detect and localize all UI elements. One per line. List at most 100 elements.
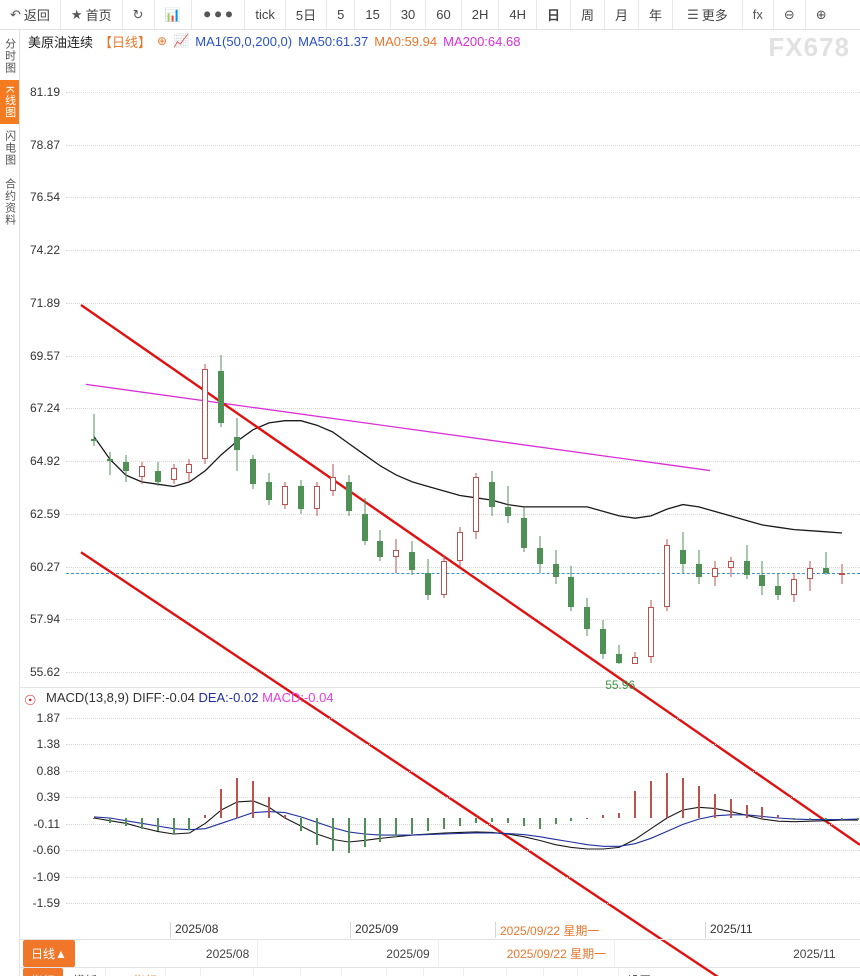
macd-histogram-bar[interactable] — [93, 818, 95, 819]
zoom-out-button[interactable]: ⊖ — [774, 0, 806, 29]
macd-histogram-bar[interactable] — [777, 815, 779, 818]
tab-day-active[interactable]: 日 — [537, 0, 571, 29]
macd-histogram-bar[interactable] — [586, 818, 588, 819]
date-08: 2025/08 — [198, 940, 258, 967]
macd-histogram-bar[interactable] — [379, 818, 381, 842]
macd-histogram-bar[interactable] — [204, 815, 206, 818]
add-indicator-icon[interactable]: ⊕ — [157, 34, 167, 48]
macd-histogram-bar[interactable] — [268, 797, 270, 818]
sidebar-item-kline[interactable]: K线图 — [0, 80, 18, 124]
settings-button[interactable]: 设置 — [619, 968, 659, 976]
app-root: ↶ 返回 ★ 首页 ↻ 📊 ⚫⚫⚫ tick 5日 5 15 30 60 2H … — [0, 0, 860, 976]
sidebar-item-flash[interactable]: 闪电图 — [0, 124, 18, 172]
macd-histogram-bar[interactable] — [411, 818, 413, 834]
template-button[interactable]: 模板 — [65, 968, 106, 976]
tab-2h[interactable]: 2H — [462, 0, 500, 29]
sidebar-item-timeshare[interactable]: 分时图 — [0, 32, 18, 80]
zoom-in-button[interactable]: ⊕ — [806, 0, 837, 29]
macd-histogram-bar[interactable] — [220, 789, 222, 818]
macd-histogram-bar[interactable] — [173, 818, 175, 834]
indicator-button[interactable]: 指标 — [23, 968, 63, 976]
rsi-button[interactable]: RSI — [507, 968, 544, 976]
fx-button[interactable]: fx — [743, 0, 774, 29]
macd-histogram-bar[interactable] — [125, 818, 127, 826]
tab-30[interactable]: 30 — [391, 0, 426, 29]
macd-histogram-bar[interactable] — [507, 818, 509, 823]
back-button[interactable]: ↶ 返回 — [0, 0, 61, 29]
macd-histogram-bar[interactable] — [761, 807, 763, 818]
period-badge-day[interactable]: 日线 ▲ — [23, 940, 75, 967]
macd-histogram-bar[interactable] — [157, 818, 159, 831]
kdj-button[interactable]: KDJ — [424, 968, 464, 976]
tab-5d[interactable]: 5日 — [286, 0, 327, 29]
macd-histogram-bar[interactable] — [523, 818, 525, 826]
tab-15[interactable]: 15 — [355, 0, 390, 29]
macd-histogram-bar[interactable] — [284, 815, 286, 818]
tab-4h[interactable]: 4H — [499, 0, 537, 29]
vip-indicator-button[interactable]: VIP指标 — [106, 968, 166, 976]
macd-histogram-bar[interactable] — [746, 805, 748, 818]
candlestick-view-button[interactable]: 📊 — [155, 0, 192, 29]
macd-histogram-bar[interactable] — [364, 818, 366, 847]
vol-button[interactable]: VOL — [301, 968, 342, 976]
cci-button[interactable]: CCI — [387, 968, 425, 976]
macd-histogram-bar[interactable] — [109, 818, 111, 823]
ma-button[interactable]: MA — [166, 968, 201, 976]
macd-histogram-bar[interactable] — [666, 773, 668, 818]
macd-histogram-bar[interactable] — [491, 818, 493, 822]
macd-histogram-bar[interactable] — [316, 818, 318, 845]
macd-histogram-bar[interactable] — [300, 818, 302, 831]
macd-histogram-bar[interactable] — [332, 818, 334, 851]
lwr-button[interactable]: LWR — [464, 968, 507, 976]
macd-histogram-bar[interactable] — [475, 818, 477, 823]
ma1-label: MA1(50,0,200,0) — [195, 34, 292, 49]
macd-histogram-bar[interactable] — [857, 818, 859, 820]
more-button[interactable]: ☰ 更多 — [673, 0, 743, 29]
macd-histogram-bar[interactable] — [650, 781, 652, 818]
macd-histogram-bar[interactable] — [618, 813, 620, 818]
refresh-button[interactable]: ↻ — [123, 0, 155, 29]
macd-histogram-bar[interactable] — [841, 818, 843, 820]
macd-histogram-bar[interactable] — [825, 818, 827, 820]
tab-5[interactable]: 5 — [327, 0, 355, 29]
tab-tick[interactable]: tick — [245, 0, 286, 29]
cr-button[interactable]: CR — [544, 968, 578, 976]
tab-60[interactable]: 60 — [426, 0, 461, 29]
home-button[interactable]: ★ 首页 — [61, 0, 123, 29]
macd-histogram-bar[interactable] — [730, 799, 732, 818]
macd-histogram-bar[interactable] — [570, 818, 572, 821]
macd-histogram-bar[interactable] — [555, 818, 557, 824]
macd-panel[interactable]: ☉ MACD(13,8,9) DIFF:-0.04 DEA:-0.02 MACD… — [20, 688, 860, 920]
psy-button[interactable]: PSY — [578, 968, 619, 976]
macd-histogram-bar[interactable] — [793, 818, 795, 820]
macd-histogram-bar[interactable] — [395, 818, 397, 837]
macd-histogram-bar[interactable] — [141, 818, 143, 829]
macd-histogram-bar[interactable] — [634, 791, 636, 818]
sidebar-item-contract[interactable]: 合约资料 — [0, 172, 18, 232]
tab-month[interactable]: 月 — [605, 0, 639, 29]
macd-histogram-bar[interactable] — [809, 818, 811, 820]
macd-histogram-bar[interactable] — [682, 778, 684, 818]
macd-histogram-bar[interactable] — [348, 818, 350, 853]
macd-histogram-bar[interactable] — [236, 778, 238, 818]
top-toolbar: ↶ 返回 ★ 首页 ↻ 📊 ⚫⚫⚫ tick 5日 5 15 30 60 2H … — [0, 0, 860, 30]
back-icon: ↶ — [10, 7, 21, 23]
tab-year[interactable]: 年 — [639, 0, 673, 29]
macd-histogram-bar[interactable] — [539, 818, 541, 829]
tick-settings-button[interactable]: ⚫⚫⚫ — [192, 0, 246, 29]
chart-area: 美原油连续 【日线】 ⊕ 📈 MA1(50,0,200,0) MA50:61.3… — [20, 30, 860, 976]
zoom-out-icon: ⊖ — [784, 7, 795, 23]
macd-histogram-bar[interactable] — [698, 786, 700, 818]
macd-histogram-bar[interactable] — [188, 818, 190, 830]
bias-button[interactable]: BIAS — [342, 968, 386, 976]
macd-button[interactable]: MACD — [201, 968, 253, 976]
macd-histogram-bar[interactable] — [459, 818, 461, 826]
macd-histogram-bar[interactable] — [252, 781, 254, 818]
macd-histogram-bar[interactable] — [427, 818, 429, 831]
tab-week[interactable]: 周 — [571, 0, 605, 29]
boll-button[interactable]: BOLL — [254, 968, 302, 976]
macd-histogram-bar[interactable] — [602, 815, 604, 818]
price-panel[interactable]: 81.19 78.87 76.54 74.22 71.89 69.57 67.24 64.92… — [20, 52, 860, 688]
macd-histogram-bar[interactable] — [714, 794, 716, 818]
macd-histogram-bar[interactable] — [443, 818, 445, 829]
